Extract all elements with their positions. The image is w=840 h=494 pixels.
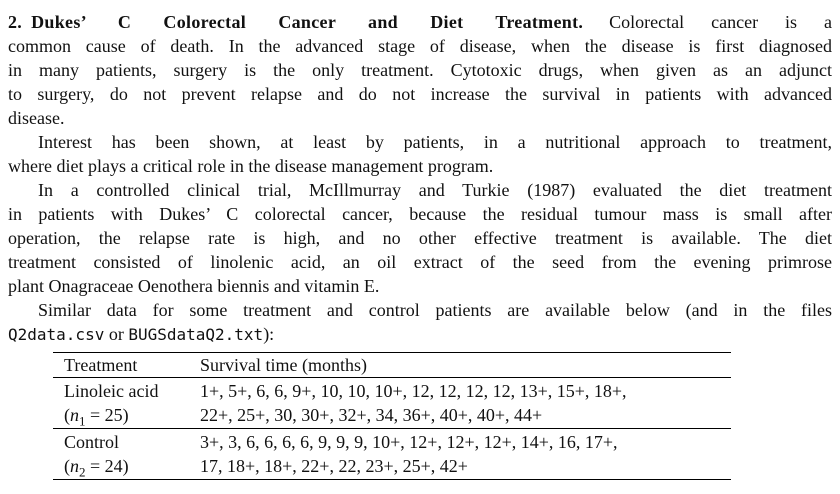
n-variable: n [70,405,79,425]
survival-times-line: 3+, 3, 6, 6, 6, 6, 9, 9, 9, 10+, 12+, 12… [200,432,618,452]
sample-size: (n1 = 25) [64,405,129,429]
paragraph-text: Colorectal cancer is a [609,12,832,32]
survival-times-cell: 3+, 3, 6, 6, 6, 6, 9, 9, 9, 10+, 12+, 12… [200,429,731,480]
paragraph-line: In a controlled clinical trial, McIllmur… [38,180,832,200]
paragraph-text: ): [263,324,275,344]
paragraph-line: plant Onagraceae Oenothera biennis and v… [8,276,380,296]
paragraph-line: where diet plays a critical role in the … [8,156,494,176]
col-header-survival-time: Survival time (months) [200,352,731,378]
paragraph-line: operation, the relapse rate is high, and… [8,228,832,248]
filename-q2data-csv: Q2data.csv [8,325,105,344]
survival-times-cell: 1+, 5+, 6, 6, 9+, 10, 10, 10+, 12, 12, 1… [200,377,731,429]
survival-times-line: 17, 18+, 18+, 22+, 22, 23+, 25+, 42+ [200,456,468,476]
paragraph-line: in many patients, surgery is the only tr… [8,60,832,80]
n-variable: n [70,456,79,476]
table-row: Control (n2 = 24) 3+, 3, 6, 6, 6, 6, 9, … [53,429,731,480]
filename-bugsdataq2-txt: BUGSdataQ2.txt [128,325,264,344]
survival-times-line: 22+, 25+, 30, 30+, 32+, 34, 36+, 40+, 40… [200,405,543,425]
paragraph-line: 2. Dukes’ C Colorectal Cancer and Diet Tr… [8,10,832,34]
treatment-cell: Linoleic acid (n1 = 25) [53,377,200,429]
survival-table: Treatment Survival time (months) Linolei… [53,352,731,480]
n-subscript: 1 [79,413,86,429]
paragraph-line: Similar data for some treatment and cont… [38,300,832,320]
table-row: Linoleic acid (n1 = 25) 1+, 5+, 6, 6, 9+… [53,377,731,429]
col-header-treatment: Treatment [53,352,200,378]
paragraph-line: Q2data.csv or BUGSdataQ2.txt): [8,322,832,346]
treatment-cell: Control (n2 = 24) [53,429,200,480]
treatment-name: Control [64,432,120,452]
problem-number: 2. [8,12,23,32]
paragraph-line: in patients with Dukes’ C colorectal can… [8,204,832,224]
n-subscript: 2 [79,464,86,480]
paragraph-text: or [104,324,129,344]
treatment-name: Linoleic acid [64,381,159,401]
paragraph-line: disease. [8,108,65,128]
sample-size: (n2 = 24) [64,456,129,480]
table-header-row: Treatment Survival time (months) [53,352,731,378]
paragraph-line: common cause of death. In the advanced s… [8,36,832,56]
paragraph-line: to surgery, do not prevent relapse and d… [8,84,832,104]
paragraph-line: Interest has been shown, at least by pat… [38,132,832,152]
survival-times-line: 1+, 5+, 6, 6, 9+, 10, 10, 10+, 12, 12, 1… [200,381,627,401]
paragraph-line: treatment consisted of linolenic acid, a… [8,252,832,272]
problem-heading: Dukes’ C Colorectal Cancer and Diet Trea… [31,12,584,32]
